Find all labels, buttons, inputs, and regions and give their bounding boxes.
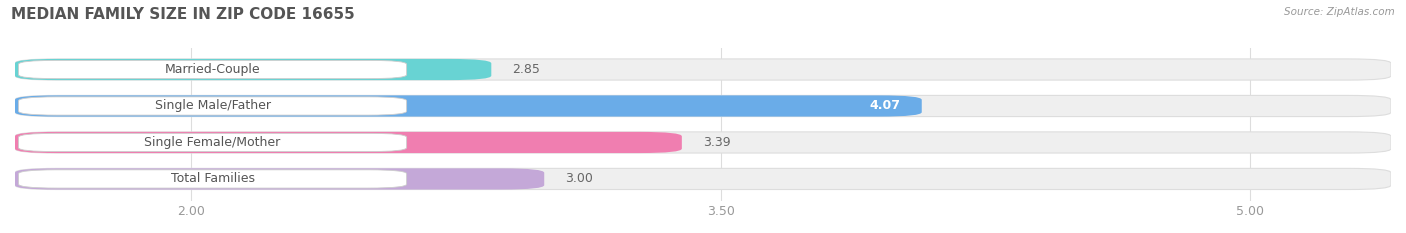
Text: 3.39: 3.39 — [703, 136, 731, 149]
FancyBboxPatch shape — [18, 133, 406, 152]
FancyBboxPatch shape — [15, 95, 1391, 116]
FancyBboxPatch shape — [15, 132, 1391, 153]
FancyBboxPatch shape — [15, 59, 1391, 80]
Text: Single Female/Mother: Single Female/Mother — [145, 136, 281, 149]
Text: Married-Couple: Married-Couple — [165, 63, 260, 76]
FancyBboxPatch shape — [15, 59, 491, 80]
Text: MEDIAN FAMILY SIZE IN ZIP CODE 16655: MEDIAN FAMILY SIZE IN ZIP CODE 16655 — [11, 7, 354, 22]
FancyBboxPatch shape — [15, 132, 682, 153]
FancyBboxPatch shape — [18, 60, 406, 79]
FancyBboxPatch shape — [15, 168, 544, 189]
Text: 3.00: 3.00 — [565, 172, 593, 185]
Text: Source: ZipAtlas.com: Source: ZipAtlas.com — [1284, 7, 1395, 17]
Text: 2.85: 2.85 — [512, 63, 540, 76]
FancyBboxPatch shape — [18, 97, 406, 115]
FancyBboxPatch shape — [15, 168, 1391, 189]
FancyBboxPatch shape — [18, 170, 406, 188]
Text: Total Families: Total Families — [170, 172, 254, 185]
Text: Single Male/Father: Single Male/Father — [155, 99, 270, 113]
Text: 4.07: 4.07 — [869, 99, 901, 113]
FancyBboxPatch shape — [15, 95, 922, 116]
